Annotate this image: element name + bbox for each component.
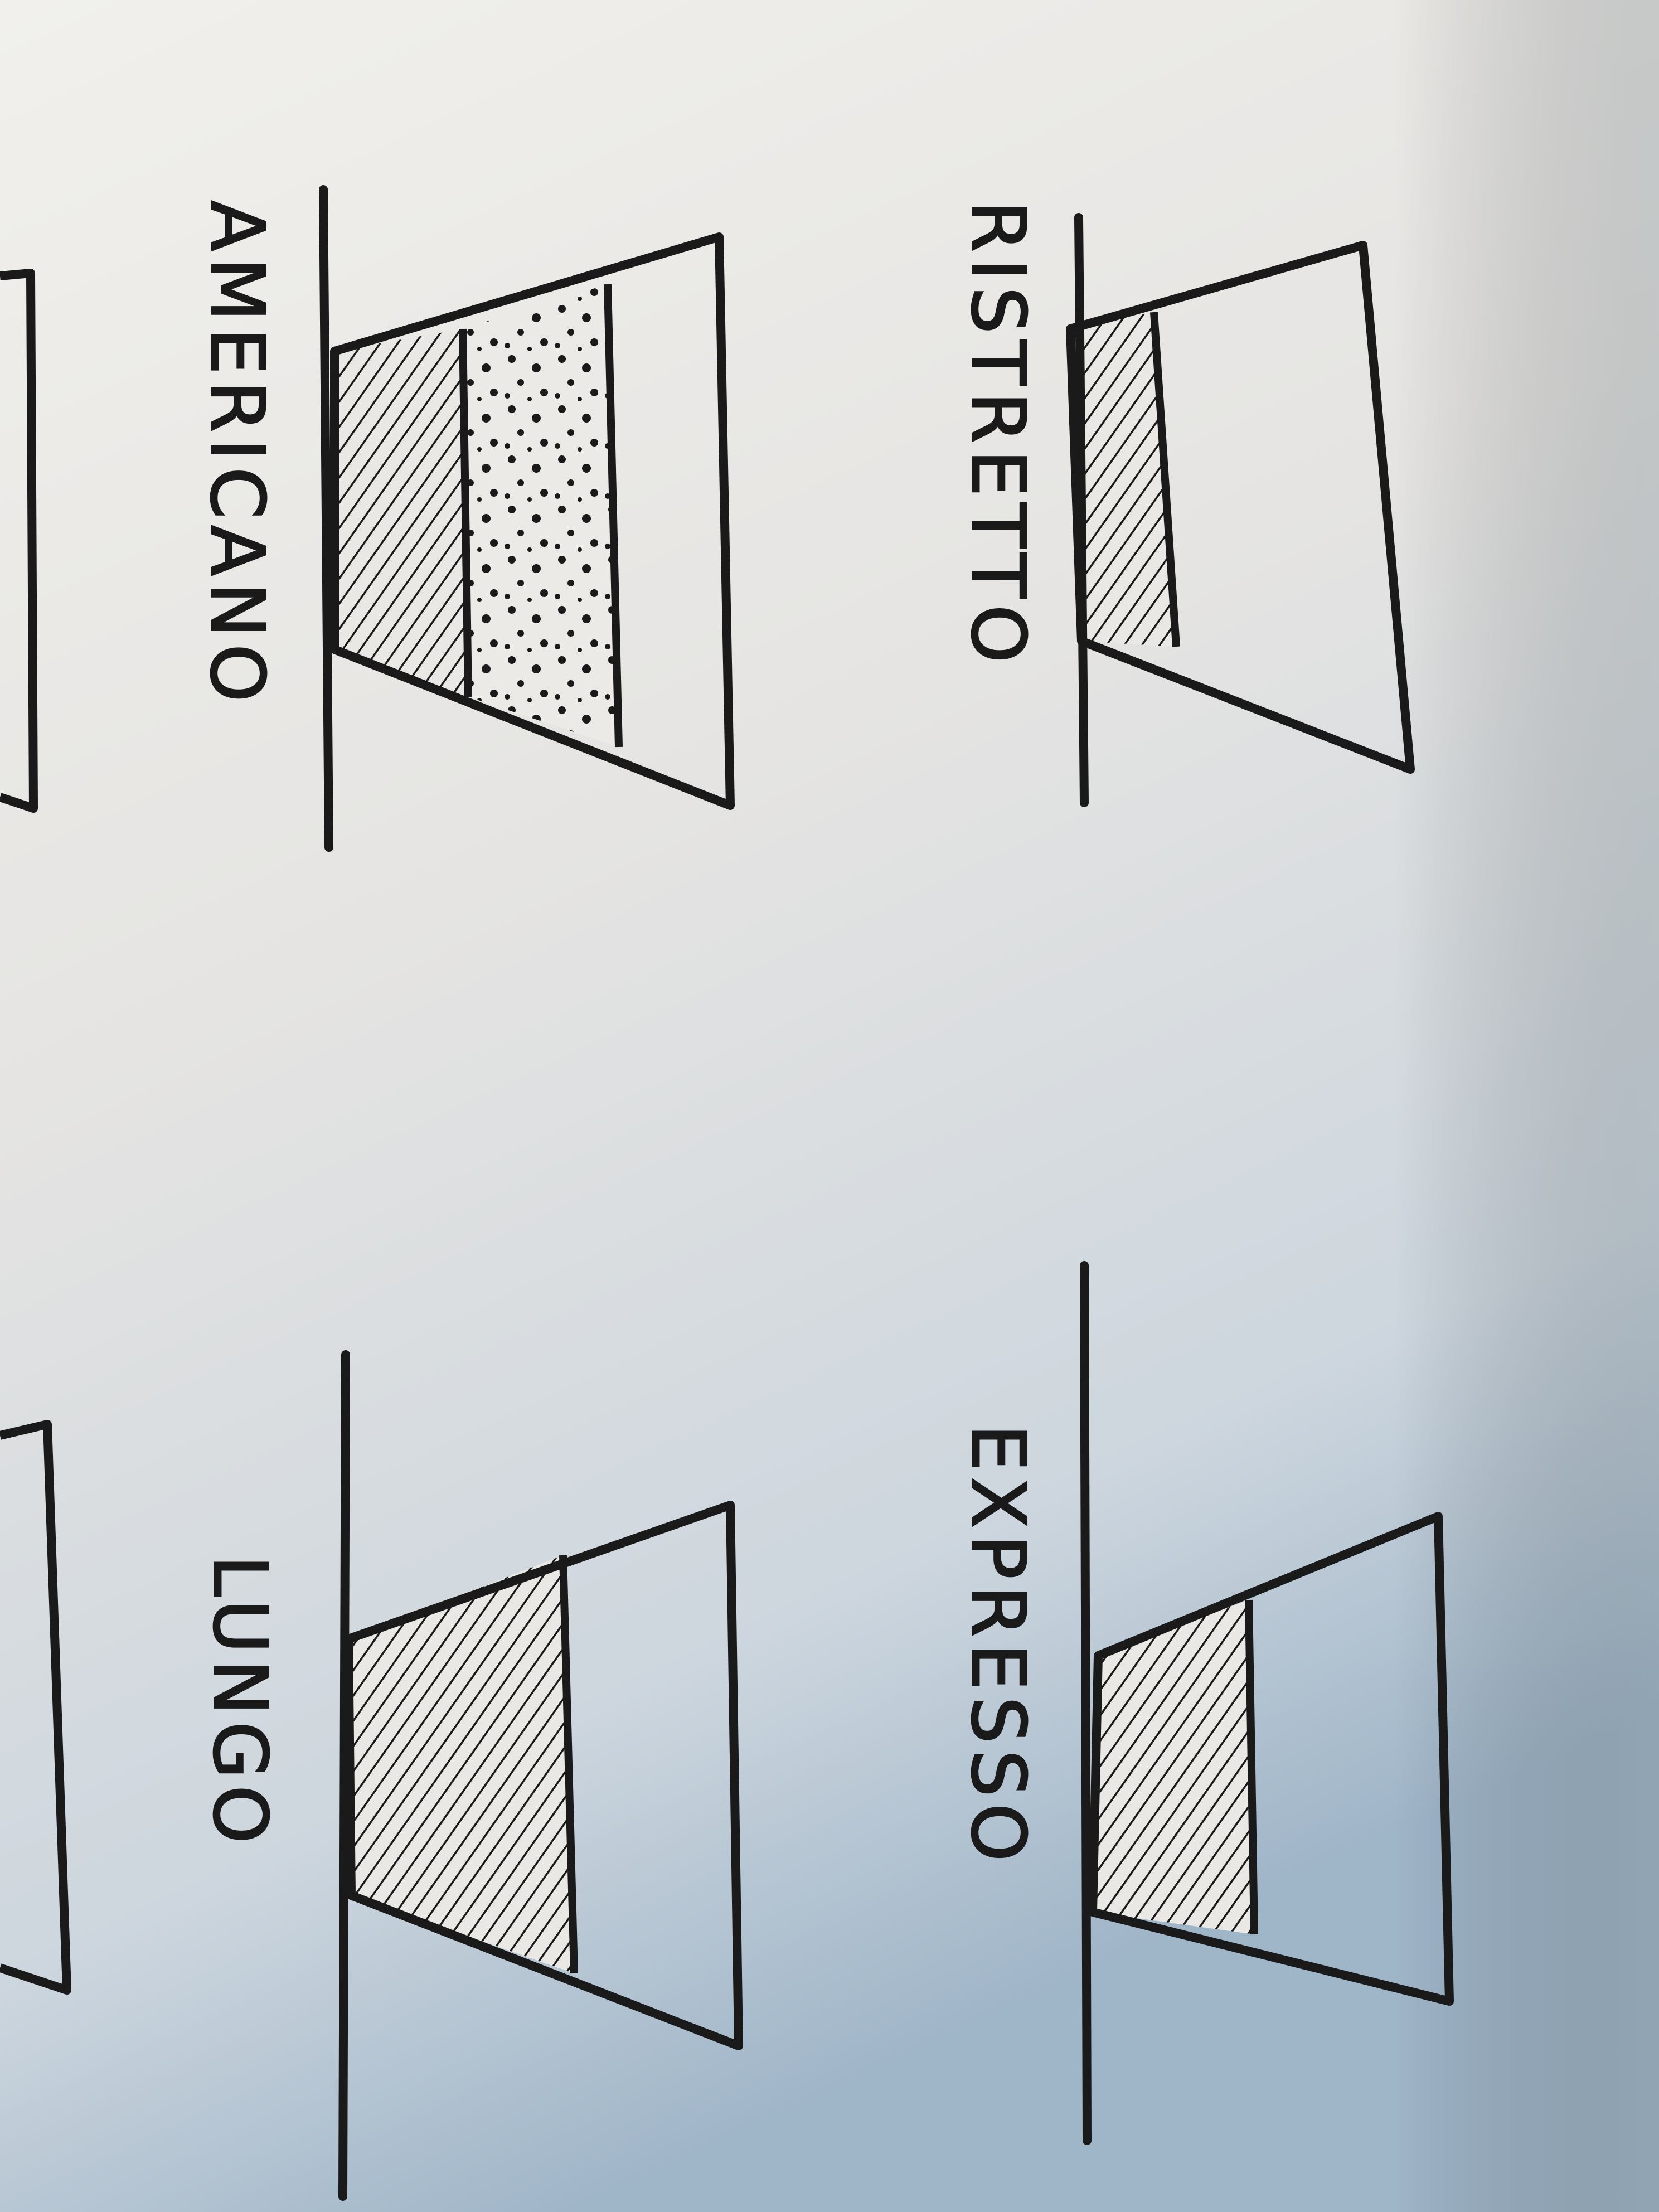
- americano-coffee-fill: [334, 329, 468, 697]
- americano-level-line-1: [459, 328, 472, 697]
- label-lungo: LUNGO: [197, 1555, 283, 1850]
- paper-shadow: [1394, 0, 1659, 2212]
- label-americano: AMERICANO: [194, 201, 280, 709]
- lungo-cup-outline: [344, 1501, 743, 2050]
- expresso-level-line: [1245, 1599, 1258, 1935]
- lungo-base-line: [338, 1350, 350, 2201]
- expresso-cup-outline: [1088, 1512, 1454, 2006]
- cup-expresso: EXPRESSO: [954, 1261, 1454, 2145]
- label-ristretto: RISTRETTO: [955, 201, 1041, 670]
- lungo-level-line: [559, 1555, 578, 1974]
- americano-cup-outline: [330, 232, 735, 810]
- label-expresso: EXPRESSO: [955, 1424, 1041, 1868]
- expresso-base-line: [1080, 1261, 1092, 2145]
- cup-lungo: LUNGO: [196, 1350, 743, 2201]
- ristretto-base-line: [1074, 213, 1089, 807]
- ristretto-level-line: [1150, 312, 1180, 647]
- lungo-coffee-fill: [348, 1555, 574, 1973]
- cut-off-cup-bottom: [0, 1420, 71, 1995]
- ristretto-cup-outline: [1066, 241, 1415, 774]
- americano-level-line-2: [604, 284, 623, 748]
- americano-base-line: [319, 185, 333, 852]
- cut-off-cup-top: [0, 269, 38, 813]
- ristretto-coffee-fill: [1070, 312, 1176, 647]
- expresso-coffee-fill: [1093, 1600, 1254, 1934]
- cup-americano: AMERICANO: [193, 185, 735, 852]
- cup-ristretto: RISTRETTO: [954, 200, 1415, 807]
- americano-water-fill: [463, 284, 619, 747]
